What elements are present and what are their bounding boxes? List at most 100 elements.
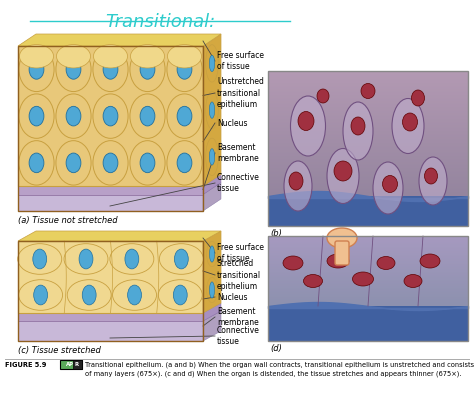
FancyBboxPatch shape xyxy=(268,312,468,313)
FancyBboxPatch shape xyxy=(268,225,468,226)
Polygon shape xyxy=(18,34,221,46)
FancyBboxPatch shape xyxy=(268,311,468,312)
FancyBboxPatch shape xyxy=(268,81,468,82)
Ellipse shape xyxy=(167,94,202,138)
Ellipse shape xyxy=(103,106,118,126)
FancyBboxPatch shape xyxy=(268,173,468,174)
Polygon shape xyxy=(203,174,221,194)
FancyBboxPatch shape xyxy=(268,75,468,76)
FancyBboxPatch shape xyxy=(268,340,468,341)
Ellipse shape xyxy=(93,94,128,138)
FancyBboxPatch shape xyxy=(268,76,468,77)
FancyBboxPatch shape xyxy=(268,177,468,178)
FancyBboxPatch shape xyxy=(268,306,468,341)
FancyBboxPatch shape xyxy=(268,93,468,94)
FancyBboxPatch shape xyxy=(268,116,468,117)
FancyBboxPatch shape xyxy=(268,243,468,244)
FancyBboxPatch shape xyxy=(268,216,468,217)
Text: (b): (b) xyxy=(270,229,282,238)
Ellipse shape xyxy=(210,149,215,165)
FancyBboxPatch shape xyxy=(268,189,468,190)
FancyBboxPatch shape xyxy=(268,182,468,183)
FancyBboxPatch shape xyxy=(268,242,468,243)
FancyBboxPatch shape xyxy=(268,301,468,302)
FancyBboxPatch shape xyxy=(268,145,468,146)
FancyBboxPatch shape xyxy=(268,273,468,274)
Ellipse shape xyxy=(420,254,440,268)
Ellipse shape xyxy=(174,249,188,269)
FancyBboxPatch shape xyxy=(268,315,468,316)
Ellipse shape xyxy=(128,285,142,305)
FancyBboxPatch shape xyxy=(268,148,468,149)
Ellipse shape xyxy=(210,102,215,118)
FancyBboxPatch shape xyxy=(268,248,468,249)
FancyBboxPatch shape xyxy=(268,111,468,112)
FancyBboxPatch shape xyxy=(268,337,468,338)
FancyBboxPatch shape xyxy=(268,140,468,141)
FancyBboxPatch shape xyxy=(268,249,468,250)
FancyBboxPatch shape xyxy=(268,284,468,285)
Ellipse shape xyxy=(327,148,359,203)
Ellipse shape xyxy=(377,257,395,269)
Ellipse shape xyxy=(283,256,303,270)
FancyBboxPatch shape xyxy=(268,172,468,173)
Ellipse shape xyxy=(159,244,203,274)
FancyBboxPatch shape xyxy=(268,95,468,96)
FancyBboxPatch shape xyxy=(268,211,468,212)
FancyBboxPatch shape xyxy=(268,290,468,291)
FancyBboxPatch shape xyxy=(268,153,468,154)
Ellipse shape xyxy=(419,157,447,205)
FancyBboxPatch shape xyxy=(268,101,468,102)
FancyBboxPatch shape xyxy=(268,88,468,89)
FancyBboxPatch shape xyxy=(268,239,468,240)
FancyBboxPatch shape xyxy=(268,176,468,177)
Ellipse shape xyxy=(206,91,219,129)
FancyBboxPatch shape xyxy=(268,237,468,238)
FancyBboxPatch shape xyxy=(268,133,468,134)
FancyBboxPatch shape xyxy=(268,310,468,311)
FancyBboxPatch shape xyxy=(268,264,468,265)
FancyBboxPatch shape xyxy=(268,246,468,247)
FancyBboxPatch shape xyxy=(268,141,468,142)
FancyBboxPatch shape xyxy=(268,207,468,208)
Ellipse shape xyxy=(18,244,62,274)
FancyBboxPatch shape xyxy=(268,321,468,322)
FancyBboxPatch shape xyxy=(268,197,468,198)
FancyBboxPatch shape xyxy=(268,91,468,92)
FancyBboxPatch shape xyxy=(268,215,468,216)
FancyBboxPatch shape xyxy=(268,149,468,150)
Ellipse shape xyxy=(64,244,108,274)
Polygon shape xyxy=(203,34,221,186)
FancyBboxPatch shape xyxy=(268,126,468,127)
Text: Transitional:: Transitional: xyxy=(105,13,215,31)
FancyBboxPatch shape xyxy=(268,267,468,268)
FancyBboxPatch shape xyxy=(268,114,468,115)
FancyBboxPatch shape xyxy=(268,89,468,90)
Ellipse shape xyxy=(19,141,54,185)
FancyBboxPatch shape xyxy=(268,276,468,277)
FancyBboxPatch shape xyxy=(268,278,468,279)
Ellipse shape xyxy=(167,47,202,91)
Ellipse shape xyxy=(103,60,118,79)
Ellipse shape xyxy=(373,162,403,214)
FancyBboxPatch shape xyxy=(268,335,468,336)
Ellipse shape xyxy=(56,45,91,68)
Text: (c) Tissue stretched: (c) Tissue stretched xyxy=(18,346,101,355)
FancyBboxPatch shape xyxy=(268,154,468,155)
Ellipse shape xyxy=(289,172,303,190)
Ellipse shape xyxy=(113,280,156,310)
FancyBboxPatch shape xyxy=(60,360,82,369)
Ellipse shape xyxy=(34,285,47,305)
FancyBboxPatch shape xyxy=(268,314,468,315)
Ellipse shape xyxy=(327,228,357,248)
FancyBboxPatch shape xyxy=(268,131,468,132)
FancyBboxPatch shape xyxy=(268,132,468,133)
FancyBboxPatch shape xyxy=(268,195,468,196)
FancyBboxPatch shape xyxy=(18,241,203,313)
Ellipse shape xyxy=(392,99,424,154)
FancyBboxPatch shape xyxy=(268,254,468,255)
Text: FIGURE 5.9: FIGURE 5.9 xyxy=(5,362,46,368)
FancyBboxPatch shape xyxy=(268,144,468,145)
Ellipse shape xyxy=(19,45,54,68)
FancyBboxPatch shape xyxy=(268,200,468,201)
